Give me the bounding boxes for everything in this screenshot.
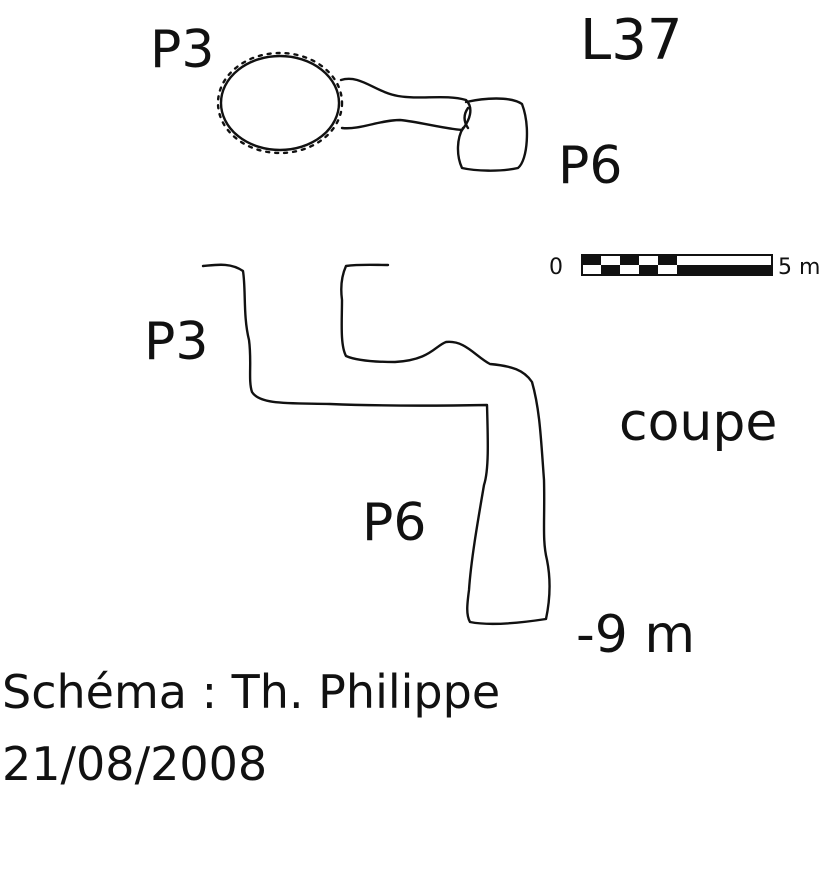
- survey-date: 21/08/2008: [2, 737, 267, 791]
- depth-label: -9 m: [576, 605, 695, 665]
- scale-start-label: 0: [549, 255, 563, 280]
- plan-label-p3: P3: [150, 20, 214, 80]
- plan-view: [216, 51, 529, 172]
- section-label-p3: P3: [144, 312, 208, 372]
- plan-chamber-p6: [456, 97, 529, 172]
- section-title: coupe: [619, 393, 777, 453]
- section-outer-wall: [201, 263, 551, 626]
- plan-label-p6: P6: [558, 136, 622, 196]
- credit-block: Schéma : Th. Philippe 21/08/2008: [2, 665, 500, 791]
- section-view: [201, 263, 551, 626]
- author-credit: Schéma : Th. Philippe: [2, 665, 500, 719]
- title-label: L37: [580, 8, 682, 73]
- plan-shaft-p3: [216, 51, 344, 155]
- scale-bar: 0 5 m: [549, 254, 820, 280]
- plan-shaft-p3-rim: [219, 54, 341, 152]
- section-label-p6: P6: [362, 493, 426, 553]
- plan-narrowing: [463, 106, 470, 130]
- labels: L37 P3 P6 P3 P6 coupe -9 m: [144, 8, 777, 665]
- plan-passage: [339, 77, 472, 132]
- scale-bar-checker: [582, 255, 772, 275]
- scale-end-label: 5 m: [778, 255, 820, 280]
